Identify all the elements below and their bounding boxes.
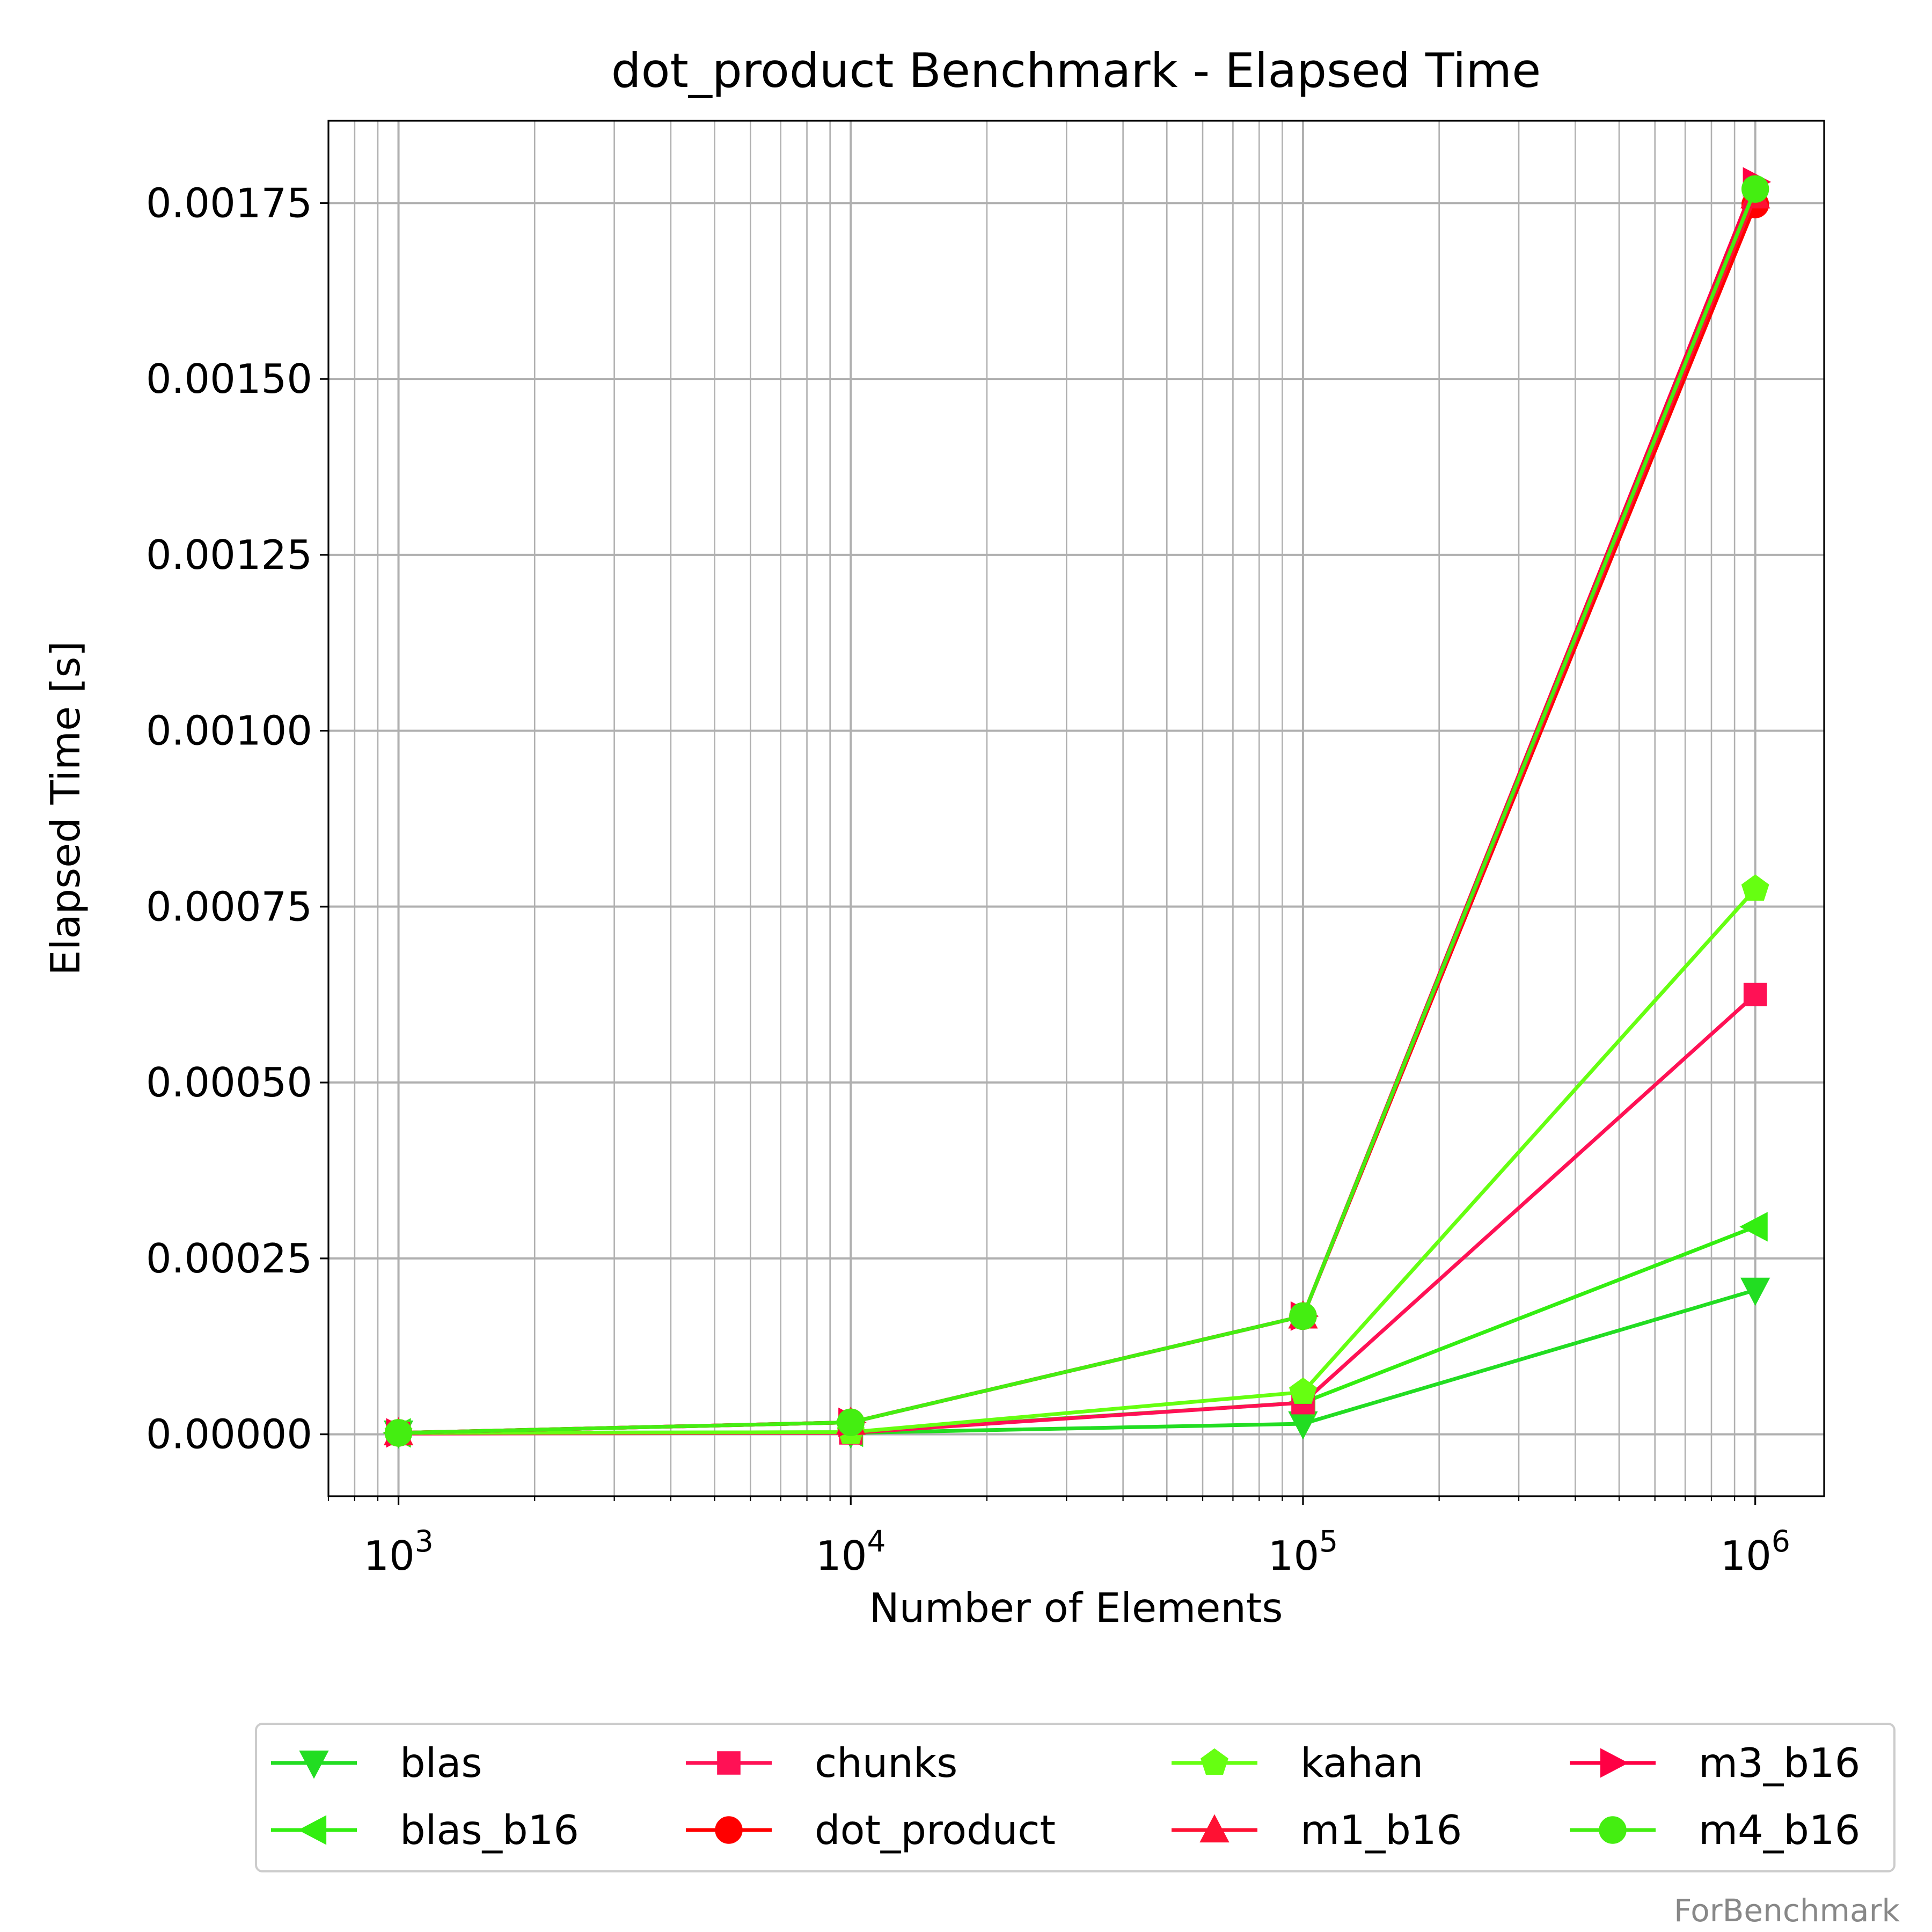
- plot-frame: [327, 120, 1825, 1497]
- x-tick-label: 105: [1268, 1524, 1338, 1579]
- x-tick-label: 104: [816, 1524, 885, 1579]
- legend-frame: [255, 1723, 1896, 1872]
- y-tick-label: 0.00075: [146, 883, 312, 930]
- legend-item-m3_b16: m3_b16: [1570, 1739, 1860, 1787]
- y-tick-label: 0.00050: [146, 1059, 312, 1106]
- legend-marker: [1199, 1814, 1230, 1843]
- legend-item-m1_b16: m1_b16: [1172, 1806, 1462, 1854]
- legend-item-m4_b16: m4_b16: [1570, 1806, 1860, 1854]
- ticks: 103 104 105 1060.000000.000250.000500.00075…: [146, 179, 1790, 1579]
- data-point-blas: [1740, 1277, 1770, 1306]
- legend-item-chunks: chunks: [686, 1739, 957, 1787]
- data-point-kahan: [1741, 874, 1769, 901]
- x-tick-label: 106: [1720, 1524, 1790, 1579]
- x-tick-label: 103: [363, 1524, 433, 1579]
- x-tick-label-exponent: 3: [415, 1524, 434, 1558]
- grid: [327, 121, 1824, 1496]
- legend-label: kahan: [1300, 1739, 1423, 1787]
- legend-label: m1_b16: [1300, 1806, 1462, 1854]
- legend-item-blas_b16: blas_b16: [271, 1806, 579, 1854]
- legend-label: chunks: [815, 1739, 957, 1787]
- x-tick-label-base: 10: [816, 1532, 867, 1579]
- legend-marker: [715, 1816, 743, 1844]
- legend-marker: [1201, 1748, 1228, 1775]
- x-tick-label-exponent: 4: [867, 1524, 885, 1558]
- series-layer: [383, 167, 1772, 1449]
- x-axis-label: Number of Elements: [869, 1584, 1283, 1631]
- legend-marker: [298, 1815, 327, 1845]
- legend-marker: [1599, 1816, 1627, 1844]
- series-line-m4_b16: [398, 188, 1757, 1435]
- y-tick-label: 0.00000: [146, 1411, 312, 1458]
- x-tick-label-base: 10: [363, 1532, 414, 1579]
- legend-label: blas_b16: [400, 1806, 579, 1854]
- y-tick-label: 0.00125: [146, 531, 312, 579]
- data-point-m4_b16: [384, 1419, 413, 1447]
- chart-title: dot_product Benchmark - Elapsed Time: [611, 43, 1541, 98]
- legend-item-blas: blas: [271, 1739, 482, 1787]
- legend-label: dot_product: [815, 1806, 1056, 1854]
- y-axis-label: Elapsed Time [s]: [42, 641, 89, 975]
- legend-marker: [717, 1751, 741, 1775]
- legend-item-kahan: kahan: [1172, 1739, 1423, 1787]
- legend-label: m4_b16: [1699, 1806, 1860, 1854]
- data-point-m4_b16: [1289, 1302, 1317, 1330]
- y-tick-label: 0.00175: [146, 179, 312, 226]
- data-point-m4_b16: [837, 1408, 865, 1437]
- x-tick-label-base: 10: [1268, 1532, 1319, 1579]
- data-point-blas_b16: [1739, 1212, 1768, 1242]
- y-tick-label: 0.00150: [146, 355, 312, 402]
- data-point-chunks: [1743, 983, 1767, 1007]
- data-point-kahan: [1289, 1377, 1317, 1404]
- y-tick-label: 0.00025: [146, 1235, 312, 1282]
- legend-item-dot_product: dot_product: [686, 1806, 1056, 1854]
- series-m4_b16: [384, 175, 1769, 1447]
- watermark: ForBenchmark: [1674, 1892, 1900, 1929]
- x-tick-label-exponent: 6: [1772, 1524, 1790, 1558]
- legend: blas blas_b16 chunks dot_product kahan m1_b16…: [255, 1723, 1896, 1872]
- y-tick-label: 0.00100: [146, 707, 312, 755]
- legend-marker: [299, 1750, 329, 1779]
- series-line-kahan: [398, 888, 1757, 1435]
- x-tick-label-exponent: 5: [1319, 1524, 1338, 1558]
- x-tick-label-base: 10: [1720, 1532, 1771, 1579]
- legend-label: m3_b16: [1699, 1739, 1860, 1787]
- legend-label: blas: [400, 1739, 482, 1787]
- legend-marker: [1600, 1748, 1629, 1778]
- data-point-m4_b16: [1741, 175, 1769, 203]
